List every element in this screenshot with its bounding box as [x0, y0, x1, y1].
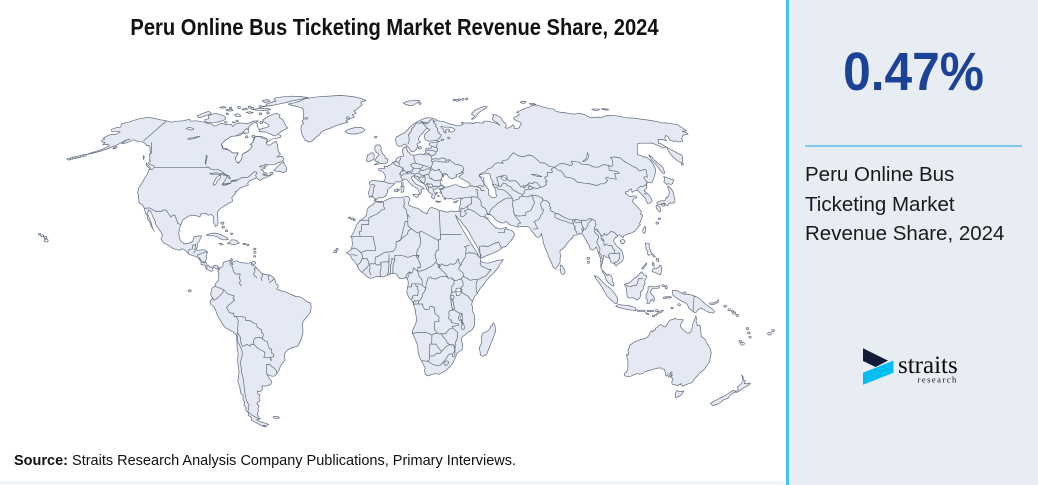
svg-text:research: research	[918, 374, 958, 384]
svg-text:straits: straits	[898, 352, 958, 379]
